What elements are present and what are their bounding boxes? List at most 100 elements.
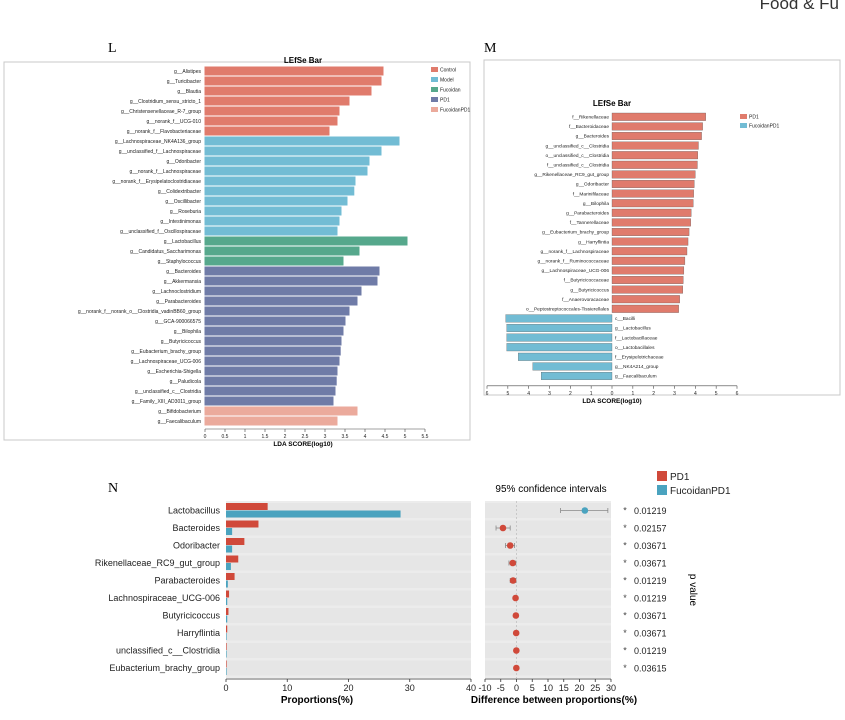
panel-m-bar xyxy=(611,228,690,236)
panel-n-pvalue: 0.02157 xyxy=(634,524,667,534)
panel-n-left-x-tick-label: 40 xyxy=(466,683,476,693)
panel-m-category-label: g__unclassified_c__Clostridia xyxy=(546,143,610,149)
panel-n-significance-star: * xyxy=(623,576,627,586)
panel-n-right-row-band xyxy=(485,608,611,623)
panel-n-legend: PD1 FucoidanPD1 xyxy=(657,471,731,497)
panel-l-legend-swatch xyxy=(431,67,438,72)
panel-l-bar xyxy=(204,316,346,326)
panel-n-pvalue-axis-label: p value xyxy=(687,574,698,607)
panel-l-category-label: g__Bilophila xyxy=(174,329,201,335)
panel-m-bar xyxy=(506,333,613,342)
panel-l: L LEfSe Bar g__Alistipes g__Turicibacterg… xyxy=(3,41,471,448)
panel-n-diff-point xyxy=(581,507,589,514)
panel-n-bar-pd1 xyxy=(226,608,229,615)
panel-l-bar xyxy=(204,376,337,386)
panel-n-diff-point xyxy=(513,647,520,654)
panel-l-bar xyxy=(204,96,350,106)
panel-m-x-tick-label: 0 xyxy=(611,391,614,397)
panel-l-category-label: g__Blautia xyxy=(177,89,201,95)
panel-l-x-tick-label: 1 xyxy=(244,434,247,440)
panel-m-bar xyxy=(611,170,696,179)
panel-n-left-row-band xyxy=(226,520,471,536)
panel-l-bar xyxy=(204,246,360,256)
panel-l-bar xyxy=(204,196,348,206)
panel-l-bar xyxy=(204,216,340,226)
panel-n-left-row-band xyxy=(226,660,471,676)
panel-l-category-label: g__Odoribacter xyxy=(167,159,202,165)
panel-l-category-label: g__Oscillibacter xyxy=(165,199,201,205)
panel-l-bar xyxy=(204,146,382,156)
panel-n-proportions-plot: Lactobacillus Bacteroides Odoribacter Riken… xyxy=(95,501,476,693)
panel-n-significance-star: * xyxy=(623,646,627,656)
panel-l-bar xyxy=(204,266,380,276)
panel-l-legend-label: Fucoidan xyxy=(440,88,461,94)
panel-n-left-x-label: Proportions(%) xyxy=(281,695,353,706)
panel-n-left-x-tick-label: 0 xyxy=(223,683,228,693)
panel-n-bar-fucoidanpd1 xyxy=(226,510,401,518)
panel-m-bar xyxy=(611,151,698,160)
panel-l-bar xyxy=(204,346,341,356)
panel-l-bar xyxy=(204,416,338,426)
panel-l-category-label: g__Bacteroides xyxy=(166,269,201,275)
panel-l-category-label: g__Candidatus_Saccharimonas xyxy=(130,249,201,255)
panel-l-x-tick-label: 5 xyxy=(404,434,407,440)
panel-n-right-row-band xyxy=(485,643,611,658)
panel-m-category-label: f__Butyricicoccaceae xyxy=(564,278,610,284)
panel-m-category-label: o__Lactobacillales xyxy=(615,345,655,351)
panel-m-x-tick-label: 3 xyxy=(673,391,676,397)
panel-l-bar xyxy=(204,356,340,366)
panel-l-category-label: g__norank_f__norank_o__Clostridia_vadinB… xyxy=(78,309,201,315)
panel-m: M LEfSe Bar f__Rikenellaceae f__Bacteroid… xyxy=(483,41,841,405)
panel-l-bar xyxy=(204,386,336,396)
panel-m-bar xyxy=(611,295,680,304)
panel-m-bar xyxy=(611,208,692,217)
panel-l-legend-label: Control xyxy=(440,68,456,74)
panel-n-bar-fucoidanpd1 xyxy=(226,528,233,535)
panel-l-x-tick-label: 3 xyxy=(324,434,327,440)
panel-m-category-label: g__Rikenellaceae_RC9_gut_group xyxy=(534,172,609,178)
panel-l-category-label: g__unclassified_f__Oscillospiraceae xyxy=(120,229,201,235)
panel-l-bar xyxy=(204,166,368,176)
panel-n-pvalue: 0.01219 xyxy=(634,594,667,604)
panel-l-legend-swatch xyxy=(431,107,438,112)
panel-n-legend-swatch xyxy=(657,471,667,481)
panel-l-legend-swatch xyxy=(431,87,438,92)
panel-m-letter: M xyxy=(484,41,497,56)
panel-l-bar xyxy=(204,136,400,146)
panel-l-x-label: LDA SCORE(log10) xyxy=(273,441,332,448)
panel-m-category-label: g__Bilophila xyxy=(583,201,609,207)
panel-n-diff-point xyxy=(509,577,517,584)
panel-n-category-label: unclassified_c__Clostridia xyxy=(116,646,220,656)
panel-m-bar xyxy=(611,237,689,246)
panel-l-x-tick-label: 4.5 xyxy=(382,434,389,440)
panel-l-bar xyxy=(204,396,334,406)
panel-l-category-label: g__Lachnospiraceae_UCG-006 xyxy=(131,359,202,365)
panel-n-bar-fucoidanpd1 xyxy=(226,563,231,570)
panel-n-right-row-band xyxy=(485,590,611,606)
panel-n-right-x-tick-label: 10 xyxy=(543,683,553,693)
panel-m-bar xyxy=(518,352,613,361)
panel-n-left-x-tick-label: 30 xyxy=(405,683,415,693)
panel-m-category-label: f__Tannerellaceae xyxy=(570,220,610,226)
panel-l-x-tick-label: 4 xyxy=(364,434,367,440)
panel-n-pvalue: 0.01219 xyxy=(634,576,667,586)
panel-n-pvalue: 0.03671 xyxy=(634,559,667,569)
panel-l-bar xyxy=(204,286,362,296)
panel-m-category-label: g__Eubacterium_brachy_group xyxy=(542,230,609,236)
panel-n-significance-star: * xyxy=(623,663,627,673)
panel-m-bar xyxy=(611,285,683,294)
panel-m-bar xyxy=(611,276,684,284)
panel-m-bar xyxy=(505,314,613,323)
panel-l-category-label: g__Family_XIII_AD3011_group xyxy=(132,399,202,405)
panel-l-category-label: g__Christensenellaceae_R-7_group xyxy=(121,109,201,115)
panel-m-legend-swatch xyxy=(740,114,747,119)
panel-m-bar xyxy=(532,362,613,371)
panel-n-significance-star: * xyxy=(623,541,627,551)
panel-m-category-label: c__Bacilli xyxy=(615,316,635,322)
panel-n-bar-pd1 xyxy=(226,555,239,563)
panel-m-category-label: f__Rikenellaceae xyxy=(572,115,609,121)
panel-l-bar xyxy=(204,106,340,116)
panel-n-bar-pd1 xyxy=(226,625,228,633)
panel-n-pvalue: 0.01219 xyxy=(634,646,667,656)
